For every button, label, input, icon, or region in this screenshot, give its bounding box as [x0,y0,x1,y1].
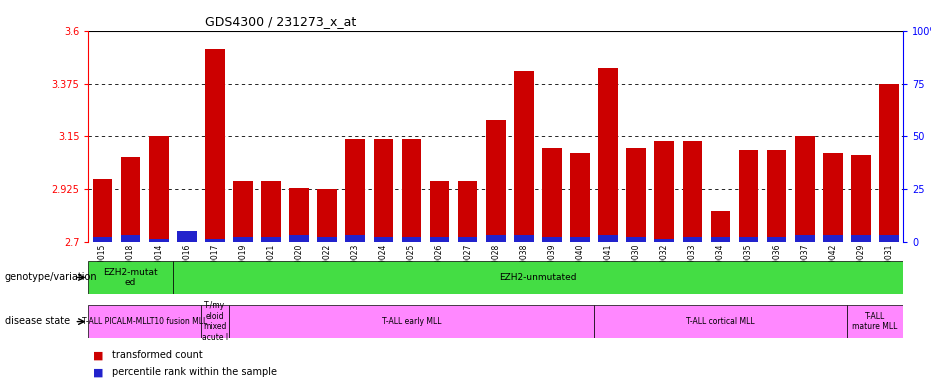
Bar [290,235,309,242]
Bar [847,305,903,338]
Text: disease state: disease state [5,316,70,326]
Bar [401,237,422,242]
Bar [430,181,450,242]
Bar [879,235,898,242]
Bar [542,237,561,242]
Bar [430,237,450,242]
Bar [851,235,870,242]
Text: T-ALL PICALM-MLLT10 fusion MLL: T-ALL PICALM-MLLT10 fusion MLL [82,317,208,326]
Bar [262,237,281,242]
Bar [627,148,646,242]
Bar [767,237,787,242]
Text: EZH2-unmutated: EZH2-unmutated [499,273,576,282]
Bar [121,157,141,242]
Bar [290,188,309,242]
Bar [88,261,173,294]
Text: transformed count: transformed count [112,350,202,360]
Bar [486,235,506,242]
Text: T-ALL early MLL: T-ALL early MLL [382,317,441,326]
Bar [823,235,843,242]
Bar [599,235,618,242]
Bar [795,235,815,242]
Text: ■: ■ [93,350,103,360]
Bar [317,237,337,242]
Bar [851,155,870,242]
Text: GDS4300 / 231273_x_at: GDS4300 / 231273_x_at [205,15,356,28]
Bar [682,141,702,242]
Bar [542,148,561,242]
Bar [599,68,618,242]
Bar [795,136,815,242]
Bar [823,153,843,242]
Bar [458,181,478,242]
Bar [88,305,201,338]
Text: T-ALL cortical MLL: T-ALL cortical MLL [686,317,755,326]
Bar [173,261,903,294]
Bar [514,71,533,242]
Bar [229,305,594,338]
Bar [201,305,229,338]
Text: ■: ■ [93,367,103,377]
Bar [738,237,759,242]
Bar [233,237,253,242]
Bar [345,235,365,242]
Text: T-ALL
mature MLL: T-ALL mature MLL [852,312,897,331]
Bar [121,235,141,242]
Bar [317,189,337,242]
Bar [345,139,365,242]
Bar [233,181,253,242]
Bar [149,136,169,242]
Text: EZH2-mutat
ed: EZH2-mutat ed [103,268,158,287]
Text: T-/my
eloid
mixed
acute l: T-/my eloid mixed acute l [202,301,228,342]
Bar [879,84,898,242]
Text: percentile rank within the sample: percentile rank within the sample [112,367,277,377]
Bar [149,239,169,242]
Bar [205,50,224,242]
Text: genotype/variation: genotype/variation [5,272,97,282]
Bar [570,153,590,242]
Bar [710,212,730,242]
Bar [373,139,393,242]
Bar [682,237,702,242]
Bar [458,237,478,242]
Bar [570,237,590,242]
Bar [738,151,759,242]
Bar [401,139,422,242]
Bar [654,239,674,242]
Bar [373,237,393,242]
Bar [627,237,646,242]
Bar [594,305,847,338]
Bar [205,239,224,242]
Bar [93,179,113,242]
Bar [514,235,533,242]
Bar [486,120,506,242]
Bar [710,237,730,242]
Bar [177,232,196,242]
Bar [654,141,674,242]
Bar [262,181,281,242]
Bar [93,237,113,242]
Bar [767,151,787,242]
